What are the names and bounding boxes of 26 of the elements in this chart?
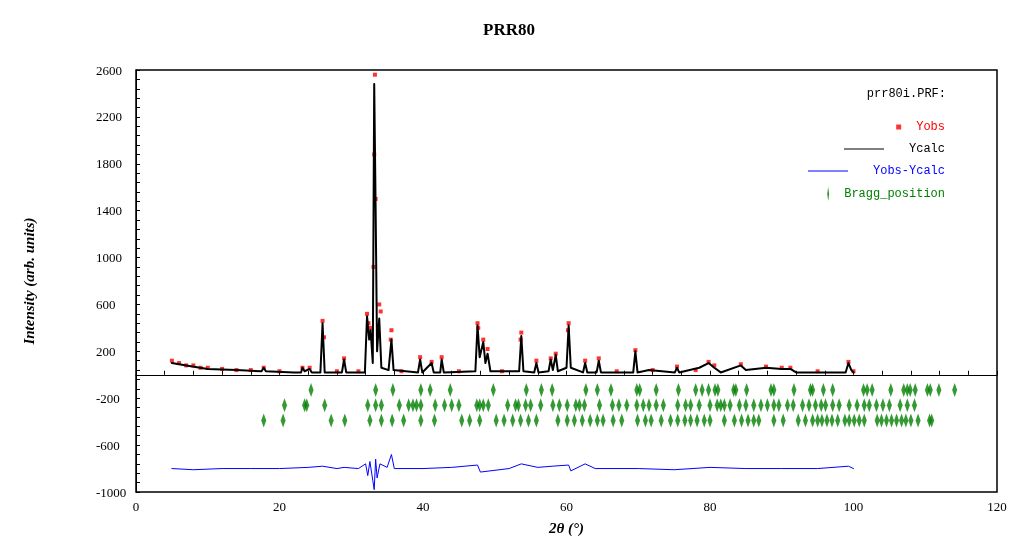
y-tick-label: 1000 [96,250,122,266]
x-tick-label: 80 [703,499,717,514]
y-tick-label: 1800 [96,156,122,172]
x-tick-label: 20 [273,499,286,514]
y-tick-label: 2200 [96,109,122,125]
y-axis-title: Intensity (arb. units) [20,217,38,346]
legend-label: Yobs [916,120,946,134]
legend-title: prr80i.PRF: [866,87,947,101]
y-tick-label: 600 [96,296,116,312]
line-series [171,453,854,491]
x-tick-label: 40 [416,499,430,514]
y-tick-label: 2600 [96,62,122,78]
x-axis-title: 2θ (°) [547,519,585,537]
legend-label: Ycalc [908,142,946,156]
y-tick-label: -600 [96,437,120,453]
y-tick-label: 200 [96,343,116,359]
x-tick-label: 60 [560,499,573,514]
x-tick-label: 100 [843,499,864,514]
legend-label: Yobs-Ycalc [872,164,945,178]
x-tick-label: 120 [987,499,1007,514]
legend-label: Bragg_position [844,187,946,201]
y-tick-label: -200 [96,390,120,406]
y-tick-label: -1000 [96,484,127,500]
y-tick-label: 1400 [96,203,122,219]
chart-title: PRR80 [483,20,535,39]
x-tick-label: 0 [132,499,140,514]
